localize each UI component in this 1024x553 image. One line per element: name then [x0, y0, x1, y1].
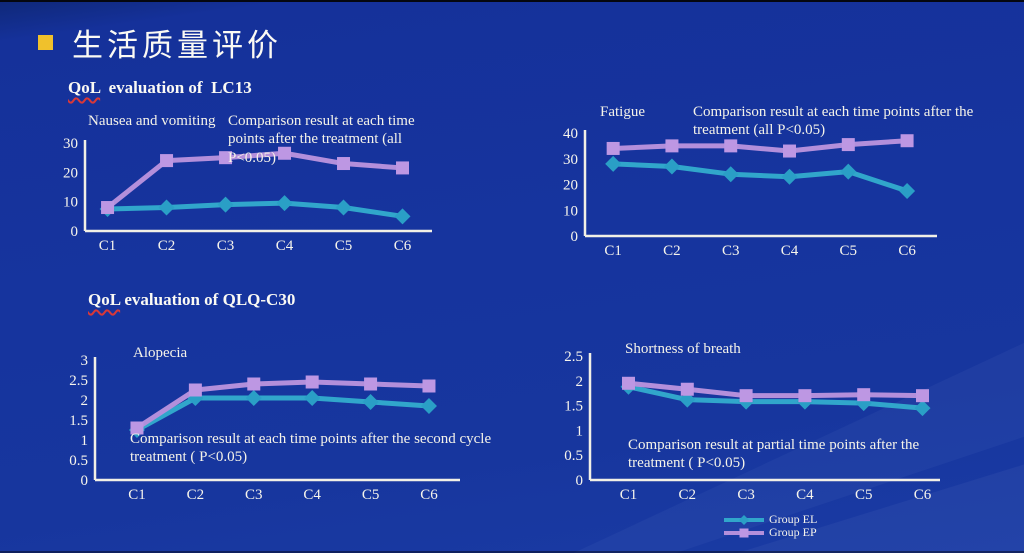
chart-annotation: Comparison result at each time points af… [693, 104, 974, 139]
chart-shortness-of-breath: Shortness of breath Comparison result at… [548, 332, 980, 512]
svg-text:1: 1 [576, 423, 584, 439]
svg-text:C2: C2 [663, 243, 681, 259]
svg-text:C4: C4 [781, 243, 799, 259]
legend-label: Group EL [769, 512, 818, 526]
svg-text:0: 0 [81, 473, 89, 489]
legend-line-el-icon [724, 514, 764, 525]
svg-text:10: 10 [563, 203, 578, 219]
chart-title: Alopecia [133, 345, 188, 361]
top-edge-strip [0, 0, 1024, 2]
legend-line-ep-icon [724, 528, 764, 537]
svg-text:2: 2 [81, 393, 89, 409]
line-plot: 0 0.5 1 1.5 2 2.5 C1 C2 C3 C4 C5 C6 [564, 349, 940, 503]
chart-fatigue: Fatigue Comparison result at each time p… [555, 98, 979, 274]
svg-text:C3: C3 [217, 238, 235, 254]
svg-text:C6: C6 [914, 487, 932, 503]
svg-text:C6: C6 [394, 238, 412, 254]
chart-annotation: Comparison result at each time points af… [130, 431, 492, 466]
svg-text:C2: C2 [158, 238, 176, 254]
svg-text:2.5: 2.5 [69, 373, 88, 389]
title-bullet-icon [38, 35, 53, 50]
svg-text:0.5: 0.5 [564, 448, 583, 464]
svg-text:C3: C3 [245, 487, 263, 503]
svg-text:20: 20 [63, 165, 78, 181]
svg-text:C4: C4 [303, 487, 321, 503]
svg-text:C4: C4 [276, 238, 294, 254]
chart-alopecia: Alopecia Comparison result at each time … [60, 336, 491, 518]
svg-text:C6: C6 [420, 487, 438, 503]
misspelled-word: QoL [68, 78, 101, 97]
line-plot: 0 10 20 30 C1 C2 C3 C4 C5 C6 [63, 136, 432, 254]
svg-text:1: 1 [81, 433, 89, 449]
svg-text:C1: C1 [128, 487, 146, 503]
chart-title: Shortness of breath [625, 341, 741, 357]
svg-text:1.5: 1.5 [69, 413, 88, 429]
chart-annotation: Comparison result at partial time points… [628, 437, 920, 472]
svg-text:20: 20 [563, 178, 578, 194]
svg-text:C1: C1 [99, 238, 117, 254]
svg-text:C5: C5 [362, 487, 380, 503]
svg-text:C2: C2 [679, 487, 697, 503]
svg-text:0.5: 0.5 [69, 453, 88, 469]
line-plot: 0 10 20 30 40 C1 C2 C3 C4 C5 C6 [563, 126, 937, 259]
svg-text:C1: C1 [620, 487, 638, 503]
svg-text:C5: C5 [855, 487, 873, 503]
svg-text:C5: C5 [840, 243, 858, 259]
svg-text:2.5: 2.5 [564, 349, 583, 365]
svg-text:C2: C2 [187, 487, 205, 503]
slide-title: 生活质量评价 [72, 28, 282, 63]
chart-nausea-and-vomiting: Nausea and vomiting Comparison result at… [40, 104, 464, 268]
svg-text:C3: C3 [737, 487, 755, 503]
section-title-text: evaluation of LC13 [100, 78, 252, 97]
svg-text:40: 40 [563, 126, 578, 142]
chart-annotation: Comparison result at each time points af… [228, 113, 415, 166]
legend-item-group-ep: Group EP [722, 525, 817, 539]
svg-text:0: 0 [71, 224, 79, 240]
svg-text:C5: C5 [335, 238, 353, 254]
chart-title: Fatigue [600, 104, 645, 120]
section-title-text: evaluation of QLQ-C30 [120, 290, 296, 309]
svg-text:C6: C6 [898, 243, 916, 259]
svg-text:C3: C3 [722, 243, 740, 259]
svg-text:2: 2 [576, 374, 584, 390]
section-title-qlq-c30: QoL evaluation of QLQ-C30 [88, 290, 295, 310]
section-title-lc13: QoL evaluation of LC13 [68, 78, 252, 98]
chart-title: Nausea and vomiting [88, 113, 216, 129]
legend-item-group-el: Group EL [722, 512, 818, 526]
svg-text:C4: C4 [796, 487, 814, 503]
legend: Group EL Group EP [722, 512, 818, 539]
svg-text:30: 30 [63, 136, 78, 152]
svg-text:1.5: 1.5 [564, 399, 583, 415]
svg-text:10: 10 [63, 195, 78, 211]
legend-label: Group EP [769, 525, 817, 539]
svg-text:0: 0 [571, 229, 579, 245]
svg-text:30: 30 [563, 152, 578, 168]
svg-text:0: 0 [576, 473, 584, 489]
svg-text:3: 3 [81, 353, 89, 369]
svg-text:C1: C1 [604, 243, 622, 259]
bottom-edge-strip [0, 551, 1024, 553]
line-plot: 0 0.5 1 1.5 2 2.5 3 C1 C2 C3 C4 C5 C6 [69, 353, 460, 503]
misspelled-word: QoL [88, 290, 121, 309]
